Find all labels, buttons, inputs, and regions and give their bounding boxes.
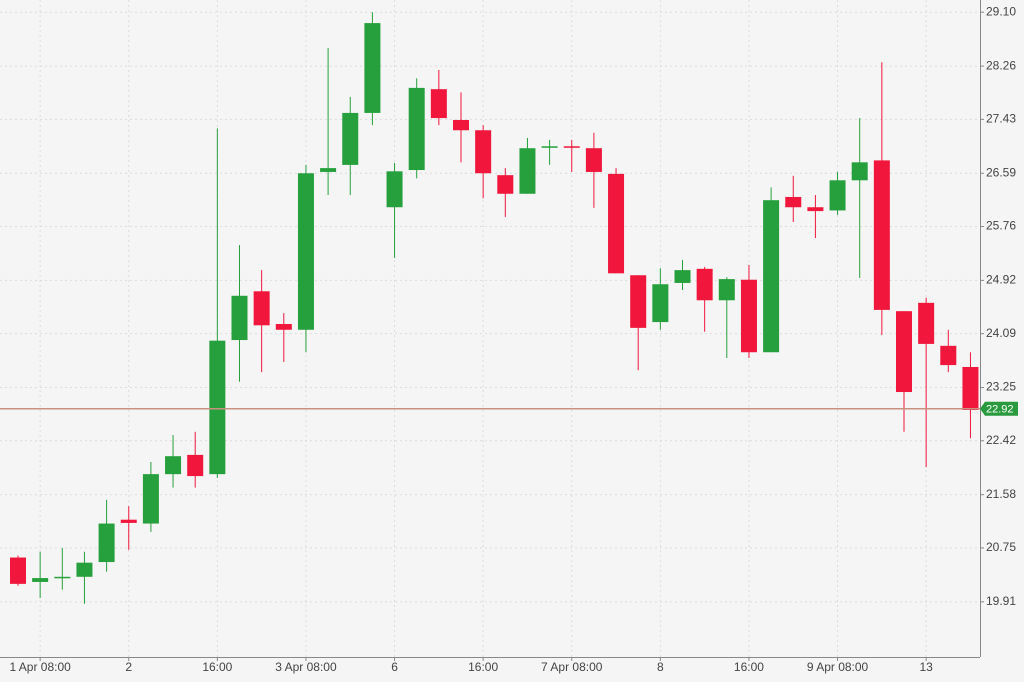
current-price-label: 22.92: [986, 404, 1014, 416]
candle-body: [475, 130, 492, 174]
candle-body: [430, 89, 447, 119]
x-tick-label: 8: [657, 660, 664, 674]
candle-body: [851, 162, 868, 181]
candle-body: [696, 268, 713, 301]
y-tick-label: 27.43: [986, 112, 1016, 126]
x-tick-label: 9 Apr 08:00: [807, 660, 869, 674]
candle-body: [962, 366, 979, 410]
candle-body: [187, 454, 204, 477]
x-tick-label: 3 Apr 08:00: [275, 660, 337, 674]
candle-body: [940, 345, 957, 366]
candle-body: [453, 119, 469, 131]
candle-body: [763, 200, 780, 353]
y-tick-label: 20.75: [986, 540, 1016, 554]
candle-body: [740, 279, 757, 353]
candle-body: [142, 474, 159, 524]
candle-body: [297, 173, 314, 330]
candle-body: [785, 196, 802, 208]
candle-body: [408, 87, 425, 171]
candle-body: [320, 168, 337, 172]
candle-body: [541, 146, 558, 148]
x-tick-label: 16:00: [468, 660, 498, 674]
candle-body: [386, 171, 403, 208]
x-tick-label: 6: [391, 660, 398, 674]
candle-body: [275, 324, 292, 330]
candle-body: [32, 578, 49, 582]
candle-body: [807, 207, 824, 212]
y-tick-label: 19.91: [986, 594, 1016, 608]
x-tick-label: 16:00: [734, 660, 764, 674]
y-tick-label: 21.58: [986, 487, 1016, 501]
candle-body: [896, 311, 912, 393]
y-tick-label: 26.59: [986, 165, 1016, 179]
candle-body: [630, 275, 647, 328]
candle-body: [608, 173, 625, 274]
y-tick-label: 24.92: [986, 273, 1016, 287]
candle-body: [231, 295, 248, 341]
current-price-tag: [980, 401, 1018, 416]
candle-body: [364, 23, 381, 113]
candle-body: [209, 340, 226, 475]
y-tick-label: 28.26: [986, 58, 1016, 72]
candle-body: [120, 519, 137, 523]
x-tick-label: 16:00: [202, 660, 232, 674]
candle-body: [497, 175, 514, 194]
candle-body: [918, 302, 935, 344]
candle-body: [718, 279, 735, 301]
x-tick-label: 13: [919, 660, 933, 674]
candle-body: [76, 562, 93, 577]
candle-body: [54, 576, 71, 579]
y-tick-label: 29.10: [986, 4, 1016, 18]
x-tick-label: 7 Apr 08:00: [541, 660, 603, 674]
candle-body: [253, 291, 270, 326]
candle-body: [342, 112, 359, 165]
candle-body: [165, 456, 182, 475]
x-tick-label: 1 Apr 08:00: [9, 660, 71, 674]
y-tick-label: 24.09: [986, 326, 1016, 340]
y-tick-label: 23.25: [986, 380, 1016, 394]
candle-body: [585, 148, 602, 172]
candle-body: [829, 180, 846, 211]
x-tick-label: 2: [125, 660, 132, 674]
y-tick-label: 22.42: [986, 433, 1016, 447]
y-tick-label: 25.76: [986, 219, 1016, 233]
candle-body: [10, 557, 26, 584]
candle-body: [519, 148, 536, 194]
candle-body: [652, 284, 669, 323]
candle-body: [873, 160, 890, 310]
candle-body: [98, 523, 115, 563]
candle-body: [563, 146, 580, 148]
candle-body: [674, 270, 691, 283]
